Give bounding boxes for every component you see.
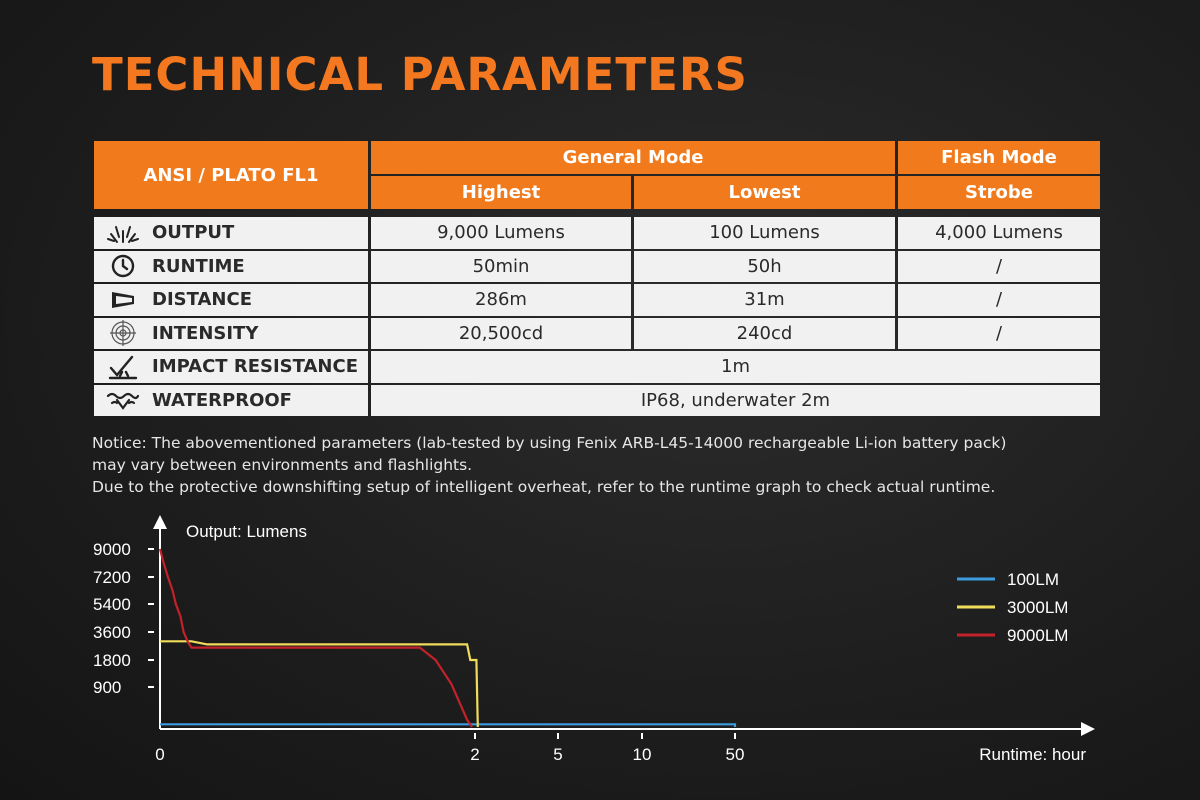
x-axis-title: Runtime: hour — [979, 745, 1086, 764]
x-tick-label: 5 — [553, 745, 562, 764]
notice-text: Notice: The abovementioned parameters (l… — [92, 432, 1102, 498]
notice-line: Due to the protective downshifting setup… — [92, 478, 996, 496]
table-row: WATERPROOF IP68, underwater 2m — [94, 384, 1100, 418]
runtime-highest: 50min — [371, 250, 631, 282]
series-line-3000lm — [160, 640, 479, 728]
y-axis-title: Output: Lumens — [186, 522, 307, 541]
row-label-text: WATERPROOF — [152, 389, 292, 411]
waterproof-value: IP68, underwater 2m — [371, 384, 1100, 416]
spec-table: OUTPUT 9,000 Lumens 100 Lumens 4,000 Lum… — [94, 216, 1100, 417]
distance-highest: 286m — [371, 284, 631, 316]
row-label-output: OUTPUT — [94, 217, 368, 249]
table-row: OUTPUT 9,000 Lumens 100 Lumens 4,000 Lum… — [94, 216, 1100, 250]
header-general-mode: General Mode — [371, 141, 895, 174]
row-label-distance: DISTANCE — [94, 284, 368, 316]
series-line-100lm — [160, 723, 737, 727]
table-header: ANSI / PLATO FL1 General Mode Flash Mode… — [94, 141, 1100, 209]
impact-value: 1m — [371, 351, 1100, 383]
target-icon — [106, 320, 140, 347]
legend-label: 3000LM — [1007, 598, 1068, 617]
header-lowest: Lowest — [634, 176, 895, 209]
row-label-text: DISTANCE — [152, 289, 252, 311]
y-tick-label: 900 — [93, 678, 121, 697]
row-label-impact: IMPACT RESISTANCE — [94, 351, 368, 383]
x-axis-arrow-icon — [1081, 722, 1095, 736]
y-tick-label: 3600 — [93, 623, 131, 642]
table-row: INTENSITY 20,500cd 240cd / — [94, 317, 1100, 351]
legend-label: 9000LM — [1007, 626, 1068, 645]
waterproof-icon — [106, 388, 140, 412]
row-label-text: OUTPUT — [152, 222, 235, 244]
y-axis-arrow-icon — [153, 515, 167, 529]
chart-legend: 100LM 3000LM 9000LM — [957, 570, 1068, 645]
output-highest: 9,000 Lumens — [371, 217, 631, 249]
y-tick-label: 5400 — [93, 595, 131, 614]
y-tick-label: 1800 — [93, 651, 131, 670]
output-strobe: 4,000 Lumens — [898, 217, 1100, 249]
intensity-highest: 20,500cd — [371, 317, 631, 349]
x-tick-label: 0 — [155, 745, 164, 764]
intensity-strobe: / — [898, 317, 1100, 349]
y-tick-label: 7200 — [93, 568, 131, 587]
runtime-lowest: 50h — [634, 250, 895, 282]
notice-line: Notice: The abovementioned parameters (l… — [92, 434, 1007, 452]
x-tick-label: 10 — [633, 745, 652, 764]
header-strobe: Strobe — [898, 176, 1100, 209]
page-title: TECHNICAL PARAMETERS — [92, 48, 748, 101]
notice-line: may vary between environments and flashl… — [92, 456, 473, 474]
header-highest: Highest — [371, 176, 631, 209]
chart-series — [158, 548, 737, 728]
y-tick-label: 9000 — [93, 540, 131, 559]
series-line-9000lm — [158, 548, 473, 728]
beam-icon — [106, 288, 140, 312]
row-label-text: IMPACT RESISTANCE — [152, 356, 358, 378]
row-label-text: INTENSITY — [152, 322, 259, 344]
sunburst-icon — [106, 221, 140, 245]
row-label-waterproof: WATERPROOF — [94, 384, 368, 416]
header-standard: ANSI / PLATO FL1 — [94, 141, 368, 209]
distance-strobe: / — [898, 284, 1100, 316]
intensity-lowest: 240cd — [634, 317, 895, 349]
table-row: IMPACT RESISTANCE 1m — [94, 350, 1100, 384]
row-label-text: RUNTIME — [152, 255, 245, 277]
table-row: DISTANCE 286m 31m / — [94, 283, 1100, 317]
row-label-runtime: RUNTIME — [94, 250, 368, 282]
x-tick-label: 50 — [726, 745, 745, 764]
x-tick-label: 2 — [470, 745, 479, 764]
output-lowest: 100 Lumens — [634, 217, 895, 249]
clock-icon — [106, 254, 140, 278]
runtime-strobe: / — [898, 250, 1100, 282]
distance-lowest: 31m — [634, 284, 895, 316]
table-row: RUNTIME 50min 50h / — [94, 250, 1100, 284]
header-flash-mode: Flash Mode — [898, 141, 1100, 174]
legend-label: 100LM — [1007, 570, 1059, 589]
impact-icon — [106, 355, 140, 379]
row-label-intensity: INTENSITY — [94, 317, 368, 349]
